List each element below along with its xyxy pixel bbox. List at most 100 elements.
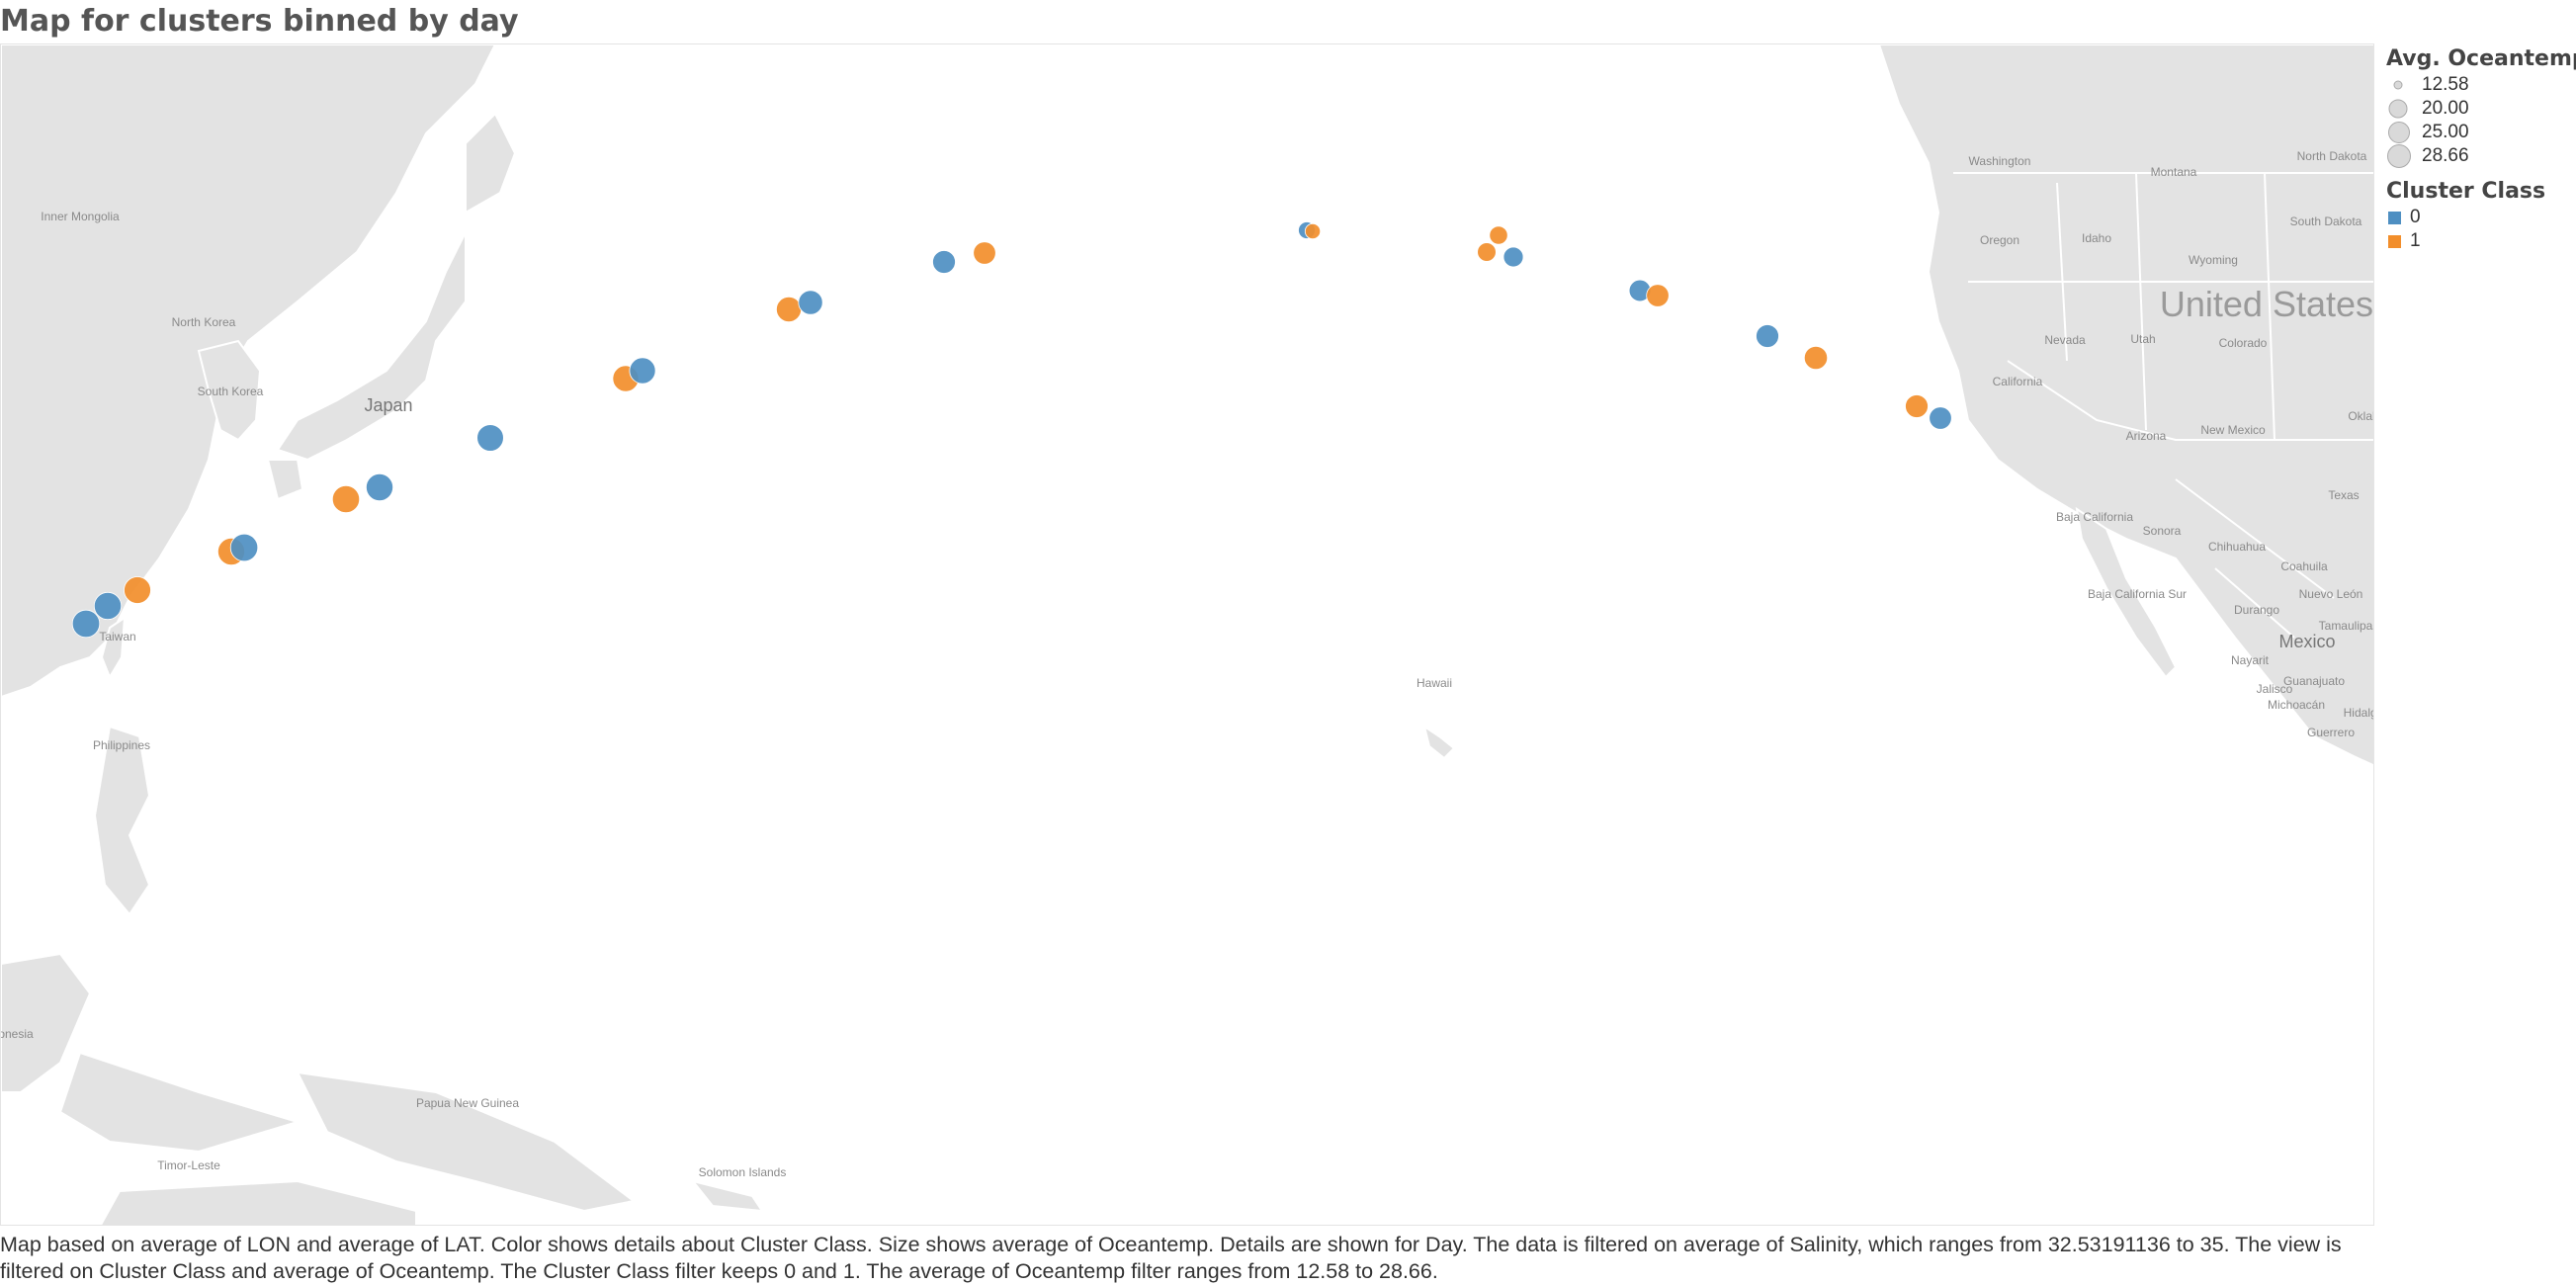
data-point-cluster-0[interactable] xyxy=(629,357,656,385)
data-point-cluster-0[interactable] xyxy=(93,591,123,621)
size-legend-item[interactable]: 12.58 xyxy=(2386,73,2574,97)
map-label-chihuahua: Chihuahua xyxy=(2208,540,2266,554)
map-label-sonora: Sonora xyxy=(2143,524,2182,538)
map-label-utah: Utah xyxy=(2130,332,2155,346)
data-point-cluster-0[interactable] xyxy=(798,290,823,315)
color-legend-item-1[interactable]: 1 xyxy=(2386,229,2574,253)
data-point-cluster-0[interactable] xyxy=(365,472,393,501)
map-label-california: California xyxy=(1993,375,2043,388)
size-legend-item[interactable]: 20.00 xyxy=(2386,97,2574,121)
map-label-oregon: Oregon xyxy=(1980,233,2019,247)
size-legend-title: Avg. Oceantemp xyxy=(2386,46,2576,71)
map-label-baja-california-sur: Baja California Sur xyxy=(2088,587,2187,601)
map-label-michoacan: Michoacán xyxy=(2268,698,2325,712)
map-label-new-mexico: New Mexico xyxy=(2200,423,2266,437)
size-legend-label: 12.58 xyxy=(2422,74,2469,95)
map-label-montana: Montana xyxy=(2151,165,2197,179)
color-legend: Cluster Class 0 1 xyxy=(2386,178,2574,253)
map-label-indonesia: onesia xyxy=(1,1027,34,1041)
color-legend-label: 1 xyxy=(2410,230,2421,251)
map-label-taiwan: Taiwan xyxy=(99,630,135,643)
map-label-south-korea: South Korea xyxy=(198,385,264,398)
color-legend-item-0[interactable]: 0 xyxy=(2386,206,2574,229)
data-point-cluster-1[interactable] xyxy=(331,484,361,514)
data-point-cluster-1[interactable] xyxy=(1905,394,1929,418)
land-hawaii xyxy=(1422,724,1456,760)
data-point-cluster-0[interactable] xyxy=(229,533,259,562)
map-label-guerrero: Guerrero xyxy=(2307,726,2355,739)
land-asia xyxy=(1,44,497,699)
data-point-cluster-1[interactable] xyxy=(1304,222,1322,240)
color-legend-label: 0 xyxy=(2410,207,2421,227)
map-label-baja-california: Baja California xyxy=(2056,510,2133,524)
size-swatch-icon xyxy=(2386,97,2414,121)
size-legend-label: 25.00 xyxy=(2422,122,2469,142)
land-new-guinea xyxy=(296,1071,637,1213)
legend-panel: Avg. Oceantemp 12.58 20.00 25.00 28.66 xyxy=(2386,45,2576,253)
data-point-cluster-0[interactable] xyxy=(71,609,101,639)
data-point-cluster-0[interactable] xyxy=(476,424,504,452)
map-label-south-dakota: South Dakota xyxy=(2290,214,2362,228)
map-label-timor-leste: Timor-Leste xyxy=(157,1158,220,1172)
data-point-cluster-1[interactable] xyxy=(1489,225,1508,245)
map-label-tamaulipas: Tamaulipas xyxy=(2319,619,2374,633)
page-title: Map for clusters binned by day xyxy=(0,4,519,39)
land-japan-kyushu xyxy=(266,459,304,501)
data-point-cluster-1[interactable] xyxy=(124,576,151,604)
map-label-mexico: Mexico xyxy=(2278,632,2335,651)
data-point-cluster-1[interactable] xyxy=(973,241,996,265)
land-solomon xyxy=(690,1179,765,1213)
data-point-cluster-0[interactable] xyxy=(1503,246,1524,268)
land-baja xyxy=(2075,506,2178,679)
color-swatch-icon xyxy=(2386,229,2414,253)
map-label-united-states: United States xyxy=(2160,284,2373,324)
map-label-nayarit: Nayarit xyxy=(2231,653,2270,667)
data-point-cluster-0[interactable] xyxy=(932,250,956,274)
map-label-durango: Durango xyxy=(2234,603,2279,617)
map-label-hidalgo: Hidalgo xyxy=(2344,706,2374,720)
land-indonesia xyxy=(1,952,92,1093)
map-label-colorado: Colorado xyxy=(2219,336,2268,350)
size-legend-label: 20.00 xyxy=(2422,98,2469,119)
map-label-hawaii: Hawaii xyxy=(1417,676,1452,690)
land-philippines xyxy=(93,725,151,916)
map-label-texas: Texas xyxy=(2328,488,2359,502)
map-label-idaho: Idaho xyxy=(2082,231,2111,245)
map-label-guanajuato: Guanajuato xyxy=(2283,674,2345,688)
map-label-nevada: Nevada xyxy=(2044,333,2086,347)
size-legend: Avg. Oceantemp 12.58 20.00 25.00 28.66 xyxy=(2386,45,2576,168)
map-label-wyoming: Wyoming xyxy=(2189,253,2238,267)
map-caption: Map based on average of LON and average … xyxy=(0,1233,2342,1283)
map-label-arizona: Arizona xyxy=(2126,429,2167,443)
data-point-cluster-1[interactable] xyxy=(1803,345,1829,371)
data-point-cluster-1[interactable] xyxy=(1646,284,1670,307)
map-label-japan: Japan xyxy=(364,395,412,415)
data-point-cluster-0[interactable] xyxy=(1756,324,1779,348)
map-label-papua-new-guinea: Papua New Guinea xyxy=(416,1096,519,1110)
map-view[interactable]: Inner Mongolia North Korea South Korea J… xyxy=(0,43,2374,1226)
color-legend-title: Cluster Class xyxy=(2386,179,2546,204)
land-australia xyxy=(99,1179,417,1225)
map-svg: Inner Mongolia North Korea South Korea J… xyxy=(1,44,2374,1225)
map-label-oklahoma: Oklah xyxy=(2348,409,2374,423)
size-legend-item[interactable]: 25.00 xyxy=(2386,121,2574,144)
land-japan-honshu xyxy=(276,231,467,462)
map-label-north-korea: North Korea xyxy=(172,315,236,329)
map-label-solomon-islands: Solomon Islands xyxy=(699,1165,787,1179)
size-swatch-icon xyxy=(2386,73,2414,97)
land-japan xyxy=(465,112,517,214)
map-label-north-dakota: North Dakota xyxy=(2297,149,2367,163)
data-point-cluster-1[interactable] xyxy=(776,296,803,322)
map-label-washington: Washington xyxy=(1969,154,2031,168)
size-swatch-icon xyxy=(2386,144,2414,168)
map-label-philippines: Philippines xyxy=(93,738,150,752)
data-point-cluster-0[interactable] xyxy=(1929,406,1952,430)
size-legend-item[interactable]: 28.66 xyxy=(2386,144,2574,168)
data-points xyxy=(71,221,1952,639)
size-swatch-icon xyxy=(2386,121,2414,144)
map-label-jalisco: Jalisco xyxy=(2257,682,2293,696)
color-swatch-icon xyxy=(2386,206,2414,229)
data-point-cluster-1[interactable] xyxy=(1477,242,1497,262)
size-legend-label: 28.66 xyxy=(2422,145,2469,166)
land-korea xyxy=(197,339,262,442)
